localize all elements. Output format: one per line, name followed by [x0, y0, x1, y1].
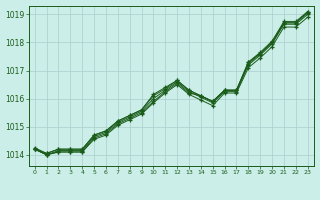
- Text: Graphe pression niveau de la mer (hPa): Graphe pression niveau de la mer (hPa): [65, 185, 255, 194]
